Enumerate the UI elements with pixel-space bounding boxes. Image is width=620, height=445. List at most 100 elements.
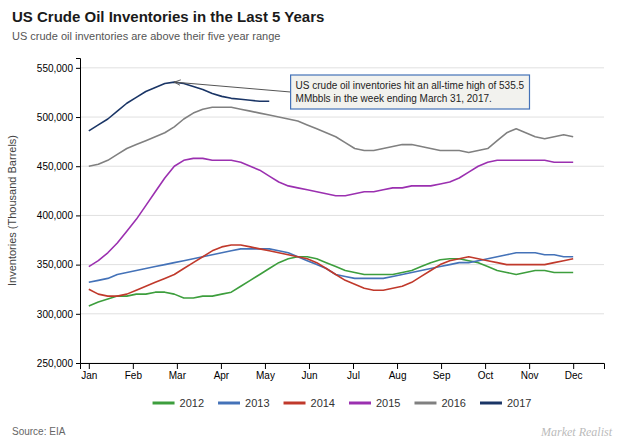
y-tick-label: 250,000	[37, 358, 74, 369]
x-tick-mark	[485, 363, 486, 369]
y-tick-label: 450,000	[37, 161, 74, 172]
y-tick: 450,000	[37, 161, 80, 172]
legend-swatch	[218, 402, 240, 405]
x-tick-label: Feb	[125, 370, 143, 381]
x-tick: Jan	[81, 363, 97, 381]
y-tick-mark	[76, 215, 80, 216]
x-tick-mark	[441, 363, 442, 369]
legend-label: 2014	[311, 397, 335, 409]
annotation-box	[291, 75, 530, 109]
series-line	[89, 82, 269, 131]
x-tick-mark	[397, 363, 398, 369]
y-tick: 500,000	[37, 112, 80, 123]
legend-swatch	[153, 402, 175, 405]
x-tick-label: Nov	[521, 370, 539, 381]
y-tick-label: 350,000	[37, 259, 74, 270]
x-tick: Dec	[565, 363, 583, 381]
plot: Jan Feb Mar Apr May Jun Jul Aug Sep Oct Nov Dec 250,…	[37, 59, 605, 382]
x-tick: Oct	[478, 363, 494, 381]
grid-line	[80, 117, 604, 118]
annotation-arrow	[174, 82, 290, 92]
y-tick: 250,000	[37, 358, 80, 369]
y-tick-label: 400,000	[37, 210, 74, 221]
x-tick-mark	[89, 363, 90, 369]
y-tick: 300,000	[37, 309, 80, 320]
x-tick-label: Apr	[214, 370, 230, 381]
y-tick-mark	[76, 363, 80, 364]
x-tick: Nov	[521, 363, 539, 381]
legend-item: 2016	[414, 397, 465, 409]
legend-item: 2012	[153, 397, 204, 409]
legend-label: 2012	[180, 397, 204, 409]
grid-line	[80, 215, 604, 216]
series-line	[89, 249, 573, 282]
annotations: US crude oil inventories hit an all-time…	[174, 75, 529, 109]
annotation-text-line: MMbbls in the week ending March 31, 2017…	[296, 93, 492, 104]
x-tick-label: Jul	[347, 370, 360, 381]
x-tick-label: Mar	[169, 370, 187, 381]
x-tick-label: Jun	[301, 370, 317, 381]
legend-swatch	[414, 402, 436, 405]
legend-item: 2014	[284, 397, 335, 409]
legend-item: 2015	[349, 397, 400, 409]
y-tick-mark	[76, 314, 80, 315]
lines	[89, 82, 573, 306]
y-axis-line	[76, 59, 81, 364]
title: US Crude Oil Inventories in the Last 5 Y…	[12, 8, 324, 25]
legend-item: 2013	[218, 397, 269, 409]
legend-item: 2017	[480, 397, 531, 409]
x-tick-mark	[573, 363, 574, 369]
y-tick: 400,000	[37, 210, 80, 221]
y-tick-label: 550,000	[37, 63, 74, 74]
grid-line	[80, 67, 604, 68]
x-tick-label: Dec	[565, 370, 583, 381]
grid	[80, 68, 604, 363]
x-tick-label: May	[256, 370, 275, 381]
subtitle: US crude oil inventories are above their…	[12, 30, 280, 42]
y-tick-mark	[76, 166, 80, 167]
x-tick-label: Jan	[81, 370, 97, 381]
x-tick-mark	[529, 363, 530, 369]
x-tick: Jul	[347, 363, 360, 381]
y-tick: 350,000	[37, 259, 80, 270]
y-axis-title: Inventories (Thousand Barrels)	[6, 135, 18, 286]
x-tick: Feb	[125, 363, 143, 381]
x-tick-mark	[177, 363, 178, 369]
x-tick-mark	[353, 363, 354, 369]
x-tick: May	[256, 363, 275, 381]
annotation-text-line: US crude oil inventories hit an all-time…	[296, 80, 525, 91]
x-tick-mark	[133, 363, 134, 369]
series-line	[89, 107, 573, 166]
annotation-text: US crude oil inventories hit an all-time…	[296, 80, 525, 104]
legend-label: 2013	[245, 397, 269, 409]
legend-label: 2016	[441, 397, 465, 409]
x-tick-label: Sep	[433, 370, 451, 381]
watermark: Market Realist	[540, 425, 613, 439]
y-tick-mark	[76, 117, 80, 118]
x-axis: Jan Feb Mar Apr May Jun Jul Aug Sep Oct Nov Dec	[81, 363, 605, 381]
annotation: US crude oil inventories hit an all-time…	[174, 75, 529, 109]
x-tick-mark	[265, 363, 266, 369]
x-axis-line	[81, 364, 605, 370]
y-axis: 250,000 300,000 350,000 400,000 450,000 500,0…	[37, 59, 81, 369]
grid-line	[80, 166, 604, 167]
x-tick: Apr	[214, 363, 230, 381]
series-line	[89, 158, 573, 266]
legend-swatch	[349, 402, 371, 405]
legend-label: 2017	[507, 397, 531, 409]
x-tick-label: Aug	[389, 370, 407, 381]
x-tick-mark	[221, 363, 222, 369]
series-line	[89, 245, 573, 296]
x-tick-label: Oct	[478, 370, 494, 381]
y-tick-label: 300,000	[37, 309, 74, 320]
x-tick: Aug	[389, 363, 407, 381]
legend-swatch	[480, 402, 502, 405]
chart: US Crude Oil Inventories in the Last 5 Y…	[0, 0, 620, 445]
x-tick: Sep	[433, 363, 451, 381]
x-tick-mark	[309, 363, 310, 369]
legend-label: 2015	[376, 397, 400, 409]
y-tick-mark	[76, 68, 80, 69]
legend-swatch	[284, 402, 306, 405]
y-tick: 550,000	[37, 63, 80, 74]
y-tick-label: 500,000	[37, 112, 74, 123]
